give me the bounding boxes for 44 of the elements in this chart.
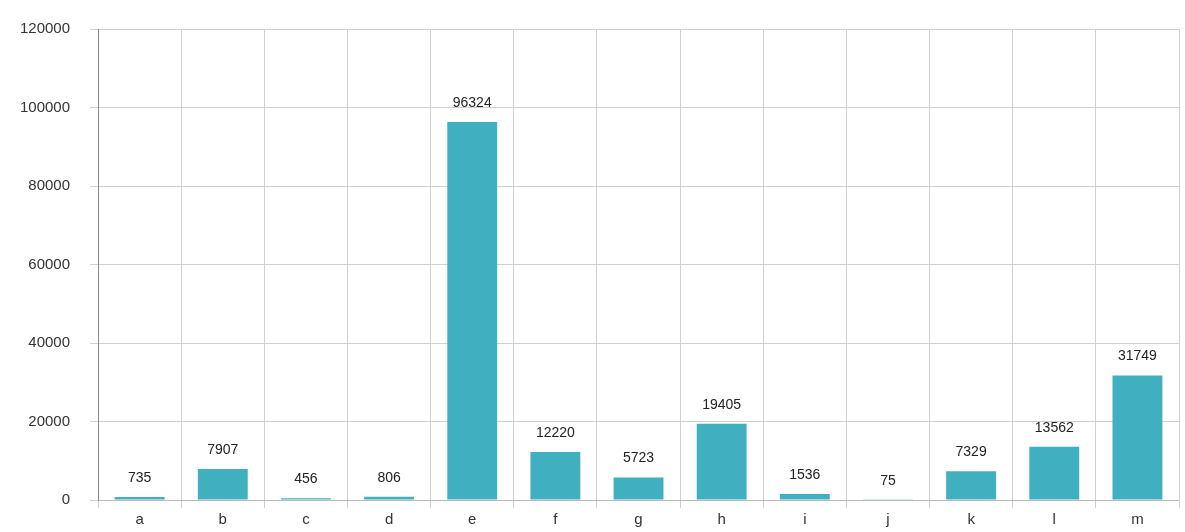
y-tick-label: 40000 bbox=[28, 333, 71, 351]
bar bbox=[114, 497, 165, 500]
data-label: 12220 bbox=[535, 423, 576, 440]
data-label: 19405 bbox=[702, 395, 742, 412]
x-tick-label: c bbox=[302, 510, 311, 528]
data-label: 1536 bbox=[789, 465, 821, 482]
data-label: 75 bbox=[880, 471, 896, 488]
y-tick-label: 100000 bbox=[19, 97, 71, 115]
x-tick-label: d bbox=[384, 510, 394, 528]
bar bbox=[1029, 446, 1080, 500]
data-label: 96324 bbox=[452, 93, 492, 110]
y-tick-label: 20000 bbox=[28, 411, 71, 429]
x-tick-label: a bbox=[135, 510, 145, 528]
x-tick-label: l bbox=[1052, 510, 1056, 528]
x-tick-label: b bbox=[218, 510, 227, 528]
y-tick-label: 80000 bbox=[28, 176, 71, 194]
data-label: 31749 bbox=[1117, 347, 1158, 364]
bar bbox=[613, 477, 664, 500]
x-tick-label: e bbox=[468, 510, 477, 528]
bar bbox=[779, 493, 830, 500]
y-tick-label: 60000 bbox=[28, 254, 71, 272]
x-tick-label: k bbox=[967, 510, 976, 528]
x-tick-label: m bbox=[1131, 510, 1144, 528]
data-label: 806 bbox=[377, 468, 401, 485]
bar bbox=[364, 496, 415, 500]
data-label: 13562 bbox=[1034, 418, 1074, 435]
data-label: 456 bbox=[294, 470, 318, 487]
bar bbox=[197, 468, 248, 500]
bar bbox=[946, 471, 997, 500]
x-tick-label: h bbox=[717, 510, 726, 528]
bar bbox=[696, 423, 747, 500]
data-label: 735 bbox=[127, 468, 152, 485]
x-tick-label: g bbox=[634, 510, 643, 528]
data-label: 7329 bbox=[955, 443, 987, 460]
bar bbox=[447, 121, 498, 500]
bar bbox=[1112, 375, 1163, 500]
x-tick-label: f bbox=[553, 510, 559, 528]
y-tick-label: 120000 bbox=[19, 19, 71, 37]
y-tick-label: 0 bbox=[61, 490, 71, 508]
x-tick-label: i bbox=[803, 510, 807, 528]
x-tick-label: j bbox=[885, 510, 890, 528]
data-label: 7907 bbox=[207, 440, 239, 457]
data-label: 5723 bbox=[622, 449, 655, 466]
bar bbox=[530, 452, 581, 500]
